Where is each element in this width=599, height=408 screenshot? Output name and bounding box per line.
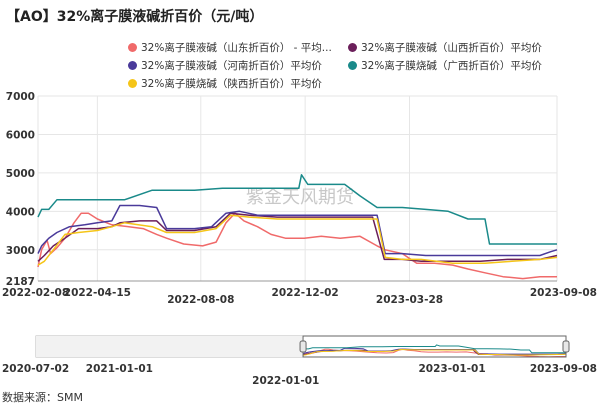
navigator-tick-label: 2023-09-08 (530, 363, 597, 375)
x-tick-label: 2022-08-08 (167, 294, 234, 306)
legend-item-2[interactable]: 32%离子膜液碱（山西折百价）平均价 (348, 40, 542, 55)
series-line-2 (37, 212, 558, 263)
y-tick-label: 4000 (6, 206, 35, 218)
legend-item-1[interactable]: 32%离子膜液碱（山东折百价） - 平均... (128, 40, 332, 55)
chart-title: 【AO】32%离子膜液碱折百价（元/吨） (6, 9, 264, 25)
navigator-series-4 (302, 344, 566, 354)
legend-label: 32%离子膜烧碱（陕西折百价）平均价 (141, 78, 322, 90)
y-tick-label: 3000 (6, 245, 35, 257)
navigator-tick-label: 2023-01-01 (418, 363, 485, 375)
y-tick-label: 2187 (6, 276, 35, 288)
series-line-1 (37, 212, 557, 280)
watermark: 紫金天风期货 (246, 187, 354, 208)
legend-item-3[interactable]: 32%离子膜液碱（河南折百价）平均价 (128, 58, 322, 73)
navigator-left-handle[interactable] (299, 340, 307, 353)
legend-item-4[interactable]: 32%离子膜烧碱（广西折百价）平均价 (348, 58, 542, 73)
legend-marker (128, 61, 137, 70)
range-navigator[interactable]: 2020-07-02 2021-01-01 2022-01-01 2023-01-01… (2, 335, 597, 387)
series-line-5 (37, 214, 558, 266)
chart-legend: 32%离子膜液碱（山东折百价） - 平均... 32%离子膜液碱（山西折百价）平均… (0, 0, 599, 90)
navigator-unselected-mask (36, 336, 304, 357)
legend-label: 32%离子膜液碱（山西折百价）平均价 (361, 42, 542, 54)
series-line-3 (37, 204, 558, 257)
y-tick-label: 6000 (6, 129, 35, 141)
legend-item-5[interactable]: 32%离子膜烧碱（陕西折百价）平均价 (128, 76, 322, 91)
legend-marker (348, 61, 357, 70)
legend-label: 32%离子膜液碱（山东折百价） - 平均... (141, 42, 332, 54)
x-tick-label: 2022-02-08 (2, 287, 69, 299)
legend-marker (348, 43, 357, 52)
legend-marker (128, 79, 137, 88)
x-tick-label: 2022-04-15 (64, 287, 131, 299)
navigator-right-handle[interactable] (562, 340, 570, 353)
navigator-series-5 (303, 348, 567, 356)
series-line-4 (37, 174, 557, 245)
legend-label: 32%离子膜烧碱（广西折百价）平均价 (361, 60, 542, 72)
legend-marker (128, 43, 137, 52)
navigator-tick-label: 2021-01-01 (86, 363, 153, 375)
series-lines (37, 174, 558, 280)
x-tick-label: 2022-12-02 (272, 287, 339, 299)
legend-label: 32%离子膜液碱（河南折百价）平均价 (141, 60, 322, 72)
axes: 2187300040005000600070002022-02-082022-0… (2, 91, 597, 306)
y-tick-label: 5000 (6, 168, 35, 180)
data-source: 数据来源：SMM (2, 391, 83, 404)
navigator-tick-label: 2022-01-01 (252, 375, 319, 387)
navigator-tick-label: 2020-07-02 (2, 363, 69, 375)
y-tick-label: 7000 (6, 91, 35, 103)
x-tick-label: 2023-09-08 (530, 287, 597, 299)
x-tick-label: 2023-03-28 (376, 294, 443, 306)
